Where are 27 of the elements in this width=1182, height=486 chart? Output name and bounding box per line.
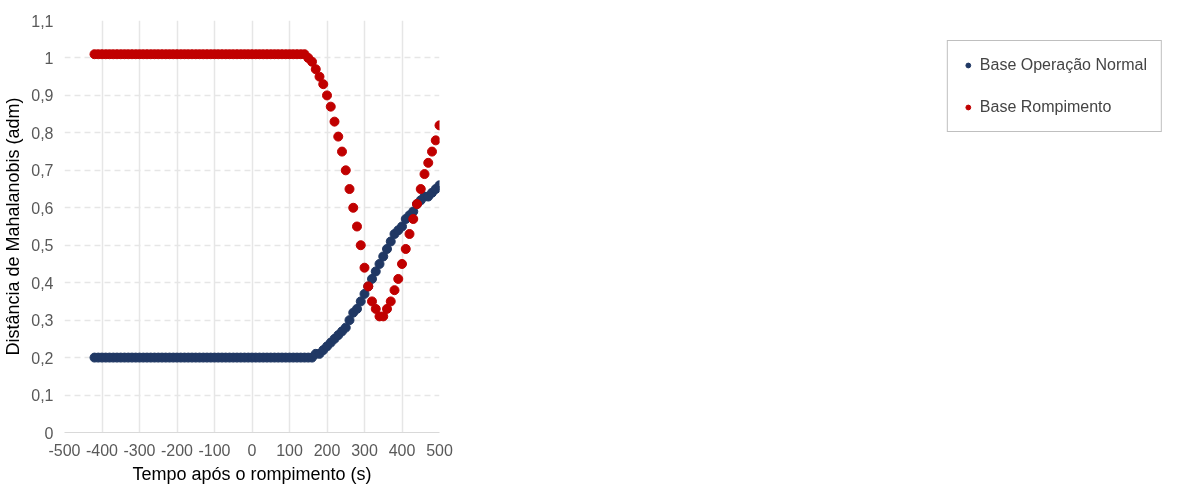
y-tick-label: 0,2 xyxy=(31,349,54,367)
y-tick-label: 1 xyxy=(44,49,54,67)
x-tick-label: 200 xyxy=(313,441,341,459)
x-tick-label: 100 xyxy=(276,441,303,459)
y-axis-title: Distância de Mahalanobis (adm) xyxy=(3,97,24,356)
y-tick-label: 0,9 xyxy=(31,87,54,105)
y-tick-label: 0,5 xyxy=(31,237,54,255)
y-tick-label: 0,1 xyxy=(31,387,54,405)
x-tick-label: -300 xyxy=(123,441,156,459)
x-tick-label: 400 xyxy=(388,441,416,459)
x-axis-title: Tempo após o rompimento (s) xyxy=(132,463,372,484)
legend-label: Base Operação Normal xyxy=(979,56,1147,74)
x-tick-label: -400 xyxy=(85,441,119,459)
y-tick-label: 0,6 xyxy=(31,199,54,217)
x-tick-label: -200 xyxy=(160,441,194,459)
y-tick-label: 0,3 xyxy=(31,312,54,330)
legend-label: Base Rompimento xyxy=(979,98,1112,116)
y-tick-label: 0,4 xyxy=(31,274,54,292)
x-tick-label: 500 xyxy=(426,441,453,459)
x-tick-label: -100 xyxy=(198,441,231,459)
y-tick-label: 0,8 xyxy=(31,124,54,142)
x-tick-label: 0 xyxy=(247,441,257,459)
x-tick-label: 300 xyxy=(351,441,378,459)
x-tick-label: -500 xyxy=(48,441,81,459)
y-tick-label: 1,1 xyxy=(31,12,54,30)
y-tick-label: 0 xyxy=(44,424,54,442)
y-tick-label: 0,7 xyxy=(31,162,54,180)
